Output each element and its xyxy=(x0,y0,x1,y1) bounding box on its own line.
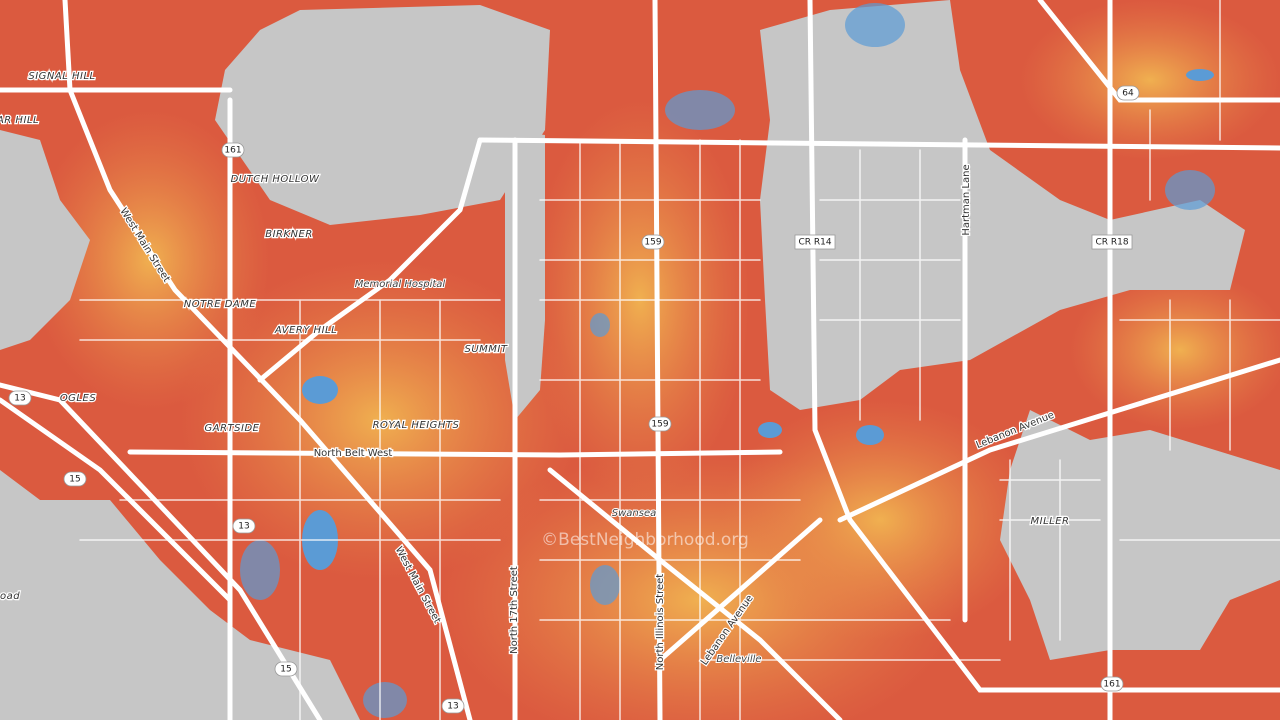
shield-label: 13 xyxy=(447,702,458,712)
shield-label: 64 xyxy=(1122,89,1134,99)
shield-label: 15 xyxy=(280,665,291,675)
water xyxy=(240,3,1215,718)
shield-label: 161 xyxy=(224,146,241,156)
shield-bg xyxy=(648,416,672,432)
place-label: SIGNAL HILL xyxy=(28,71,95,82)
shield-label: 15 xyxy=(69,475,80,485)
road-label: North 17th Street xyxy=(509,566,520,654)
place-label: SUMMIT xyxy=(465,344,508,355)
county-road-shield: CR R14 xyxy=(794,234,836,250)
landmark-label: Belleville xyxy=(716,654,761,665)
shield-bg xyxy=(641,234,665,250)
county-road-shield: CR R18 xyxy=(1091,234,1133,250)
shield-bg xyxy=(1091,234,1133,250)
shield-label: CR R14 xyxy=(798,238,831,248)
road-label: North Belt West xyxy=(314,448,393,459)
route-shield: 64 xyxy=(1116,85,1140,101)
place-label: AR HILL xyxy=(0,115,39,126)
route-shield: 159 xyxy=(641,234,665,250)
landmark-label: Memorial Hospital xyxy=(355,279,446,290)
shield-bg xyxy=(232,518,256,534)
route-shield: 161 xyxy=(221,142,245,158)
shield-bg xyxy=(1116,85,1140,101)
shield-bg xyxy=(441,698,465,714)
shield-label: CR R18 xyxy=(1095,238,1128,248)
watermark: ©BestNeighborhood.org xyxy=(541,530,749,550)
route-shield: 161 xyxy=(1100,676,1124,692)
route-shield: 15 xyxy=(274,661,298,677)
place-label: oad xyxy=(0,591,20,602)
shield-label: 13 xyxy=(14,394,25,404)
route-shield: 13 xyxy=(8,390,32,406)
place-label: AVERY HILL xyxy=(274,325,337,336)
shield-label: 159 xyxy=(644,238,661,248)
shield-label: 161 xyxy=(1103,680,1120,690)
place-label: ROYAL HEIGHTS xyxy=(373,420,460,431)
place-label: MILLER xyxy=(1031,516,1070,527)
place-label: GARTSIDE xyxy=(205,423,260,434)
shield-label: 13 xyxy=(238,522,249,532)
road-label: North Illinois Street xyxy=(655,574,666,671)
shield-bg xyxy=(1100,676,1124,692)
route-shield: 13 xyxy=(232,518,256,534)
place-label: DUTCH HOLLOW xyxy=(231,174,320,185)
route-shield: 15 xyxy=(63,471,87,487)
shield-bg xyxy=(221,142,245,158)
shield-label: 159 xyxy=(651,420,668,430)
shield-bg xyxy=(274,661,298,677)
road-label: Hartman Lane xyxy=(961,164,972,235)
route-shield: 13 xyxy=(441,698,465,714)
route-shield: 159 xyxy=(648,416,672,432)
place-label: NOTRE DAME xyxy=(184,299,257,310)
shield-bg xyxy=(8,390,32,406)
landmark-label: Swansea xyxy=(612,508,656,519)
place-label: OGLES xyxy=(60,393,97,404)
shield-bg xyxy=(63,471,87,487)
shield-bg xyxy=(794,234,836,250)
place-label: BIRKNER xyxy=(265,229,313,240)
